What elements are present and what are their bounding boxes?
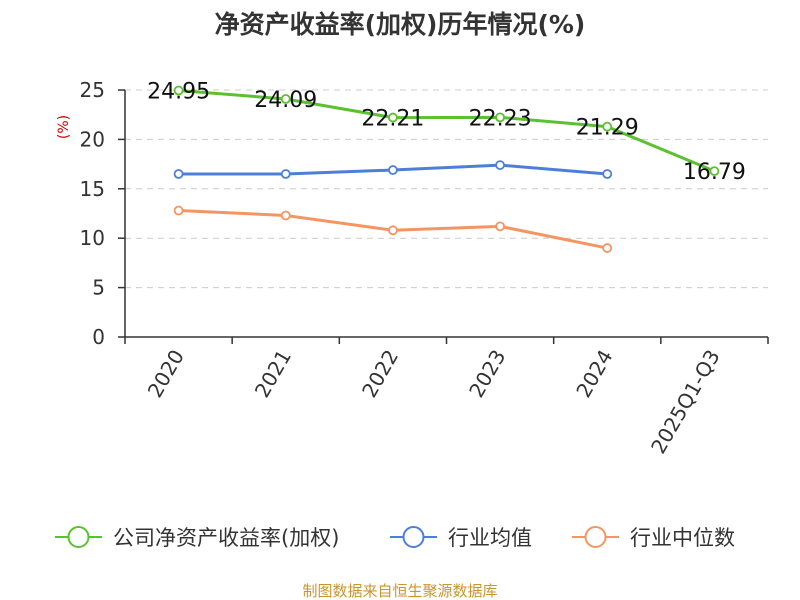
data-point bbox=[173, 85, 184, 96]
chart-title: 净资产收益率(加权)历年情况(%) bbox=[215, 10, 586, 39]
data-point bbox=[280, 210, 291, 221]
data-point bbox=[709, 166, 720, 177]
legend-label: 行业均值 bbox=[448, 526, 532, 550]
y-axis-label: (%) bbox=[56, 115, 72, 139]
data-labels: 24.95 24.09 22.21 22.23 21.29 16.79 bbox=[147, 79, 746, 185]
data-point bbox=[388, 112, 398, 123]
data-point bbox=[280, 169, 291, 179]
data-point bbox=[602, 243, 613, 253]
y-tick-label: 15 bbox=[80, 177, 105, 201]
data-point bbox=[602, 121, 613, 132]
data-point bbox=[495, 112, 505, 123]
y-tick-label: 5 bbox=[92, 276, 105, 300]
data-label: 22.21 bbox=[361, 107, 424, 132]
data-point bbox=[173, 169, 184, 179]
x-tick-label: 2020 bbox=[143, 346, 189, 402]
legend[interactable]: 公司净资产收益率(加权) 行业均值 行业中位数 bbox=[55, 526, 735, 550]
x-tick-label: 2024 bbox=[571, 346, 617, 402]
legend-marker bbox=[402, 526, 425, 548]
x-tick-label: 2022 bbox=[357, 346, 403, 402]
axes: 0 5 10 15 20 25 2020 2021 2022 2023 2024 2025Q1-Q3 bbox=[80, 78, 769, 458]
y-tick-label: 10 bbox=[80, 226, 105, 250]
data-label: 16.79 bbox=[683, 160, 746, 185]
data-point bbox=[388, 165, 398, 175]
data-point bbox=[173, 205, 184, 216]
data-label: 22.23 bbox=[469, 106, 532, 131]
y-tick-label: 20 bbox=[80, 127, 105, 151]
y-tick-label: 25 bbox=[80, 78, 105, 102]
data-label: 21.29 bbox=[576, 116, 639, 141]
data-source-note: 制图数据来自恒生聚源数据库 bbox=[302, 582, 497, 600]
grid-lines bbox=[125, 89, 768, 289]
data-point bbox=[495, 221, 505, 232]
data-label: 24.95 bbox=[147, 79, 210, 104]
legend-item[interactable]: 行业均值 bbox=[390, 526, 532, 550]
series-group bbox=[173, 85, 720, 253]
x-tick-label: 2021 bbox=[250, 346, 296, 402]
legend-item[interactable]: 公司净资产收益率(加权) bbox=[55, 526, 339, 550]
series-line bbox=[178, 88, 715, 173]
y-tick-label: 0 bbox=[92, 325, 105, 349]
data-label: 24.09 bbox=[254, 88, 317, 113]
legend-marker bbox=[67, 526, 90, 548]
data-point bbox=[280, 94, 291, 104]
data-point bbox=[602, 169, 613, 179]
data-point bbox=[388, 225, 398, 236]
x-tick-label: 2025Q1-Q3 bbox=[646, 346, 725, 458]
legend-marker bbox=[584, 526, 607, 548]
legend-item[interactable]: 行业中位数 bbox=[572, 526, 735, 550]
data-point bbox=[495, 160, 505, 170]
legend-label: 行业中位数 bbox=[630, 526, 735, 550]
x-tick-label: 2023 bbox=[464, 346, 510, 402]
legend-label: 公司净资产收益率(加权) bbox=[113, 526, 339, 550]
